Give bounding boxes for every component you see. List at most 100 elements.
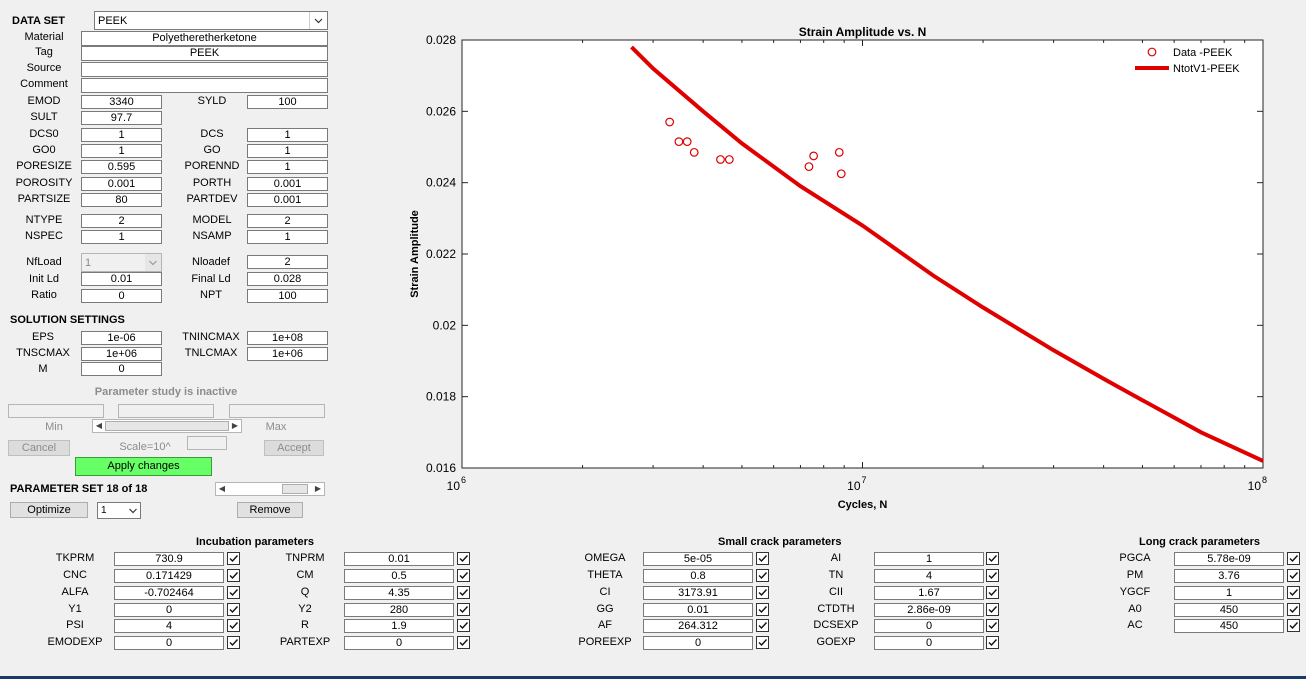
pgca-checkbox[interactable] bbox=[1287, 552, 1300, 565]
apply-changes-button[interactable]: Apply changes bbox=[75, 457, 212, 476]
gg-field[interactable]: 0.01 bbox=[643, 603, 753, 617]
poreexp-field[interactable]: 0 bbox=[643, 636, 753, 650]
go0-field[interactable]: 1 bbox=[81, 144, 162, 158]
ctdth-checkbox[interactable] bbox=[986, 603, 999, 616]
cnc-field[interactable]: 0.171429 bbox=[114, 569, 224, 583]
goexp-checkbox[interactable] bbox=[986, 636, 999, 649]
af-checkbox[interactable] bbox=[756, 619, 769, 632]
porosity-field[interactable]: 0.001 bbox=[81, 177, 162, 191]
emod-field[interactable]: 3340 bbox=[81, 95, 162, 109]
nloadef-field[interactable]: 2 bbox=[247, 255, 328, 269]
theta-checkbox[interactable] bbox=[756, 569, 769, 582]
tag-field[interactable]: PEEK bbox=[81, 46, 328, 61]
chevron-left-icon[interactable]: ◀ bbox=[218, 484, 226, 493]
nspec-field[interactable]: 1 bbox=[81, 230, 162, 244]
tn-field[interactable]: 4 bbox=[874, 569, 984, 583]
tkprm-field[interactable]: 730.9 bbox=[114, 552, 224, 566]
ntype-field[interactable]: 2 bbox=[81, 214, 162, 228]
data-point bbox=[836, 169, 846, 179]
sult-field[interactable]: 97.7 bbox=[81, 111, 162, 125]
emodexp-checkbox[interactable] bbox=[227, 636, 240, 649]
y2-field[interactable]: 280 bbox=[344, 603, 454, 617]
partexp-checkbox[interactable] bbox=[457, 636, 470, 649]
ratio-field[interactable]: 0 bbox=[81, 289, 162, 303]
r-checkbox[interactable] bbox=[457, 619, 470, 632]
npt-field[interactable]: 100 bbox=[247, 289, 328, 303]
porennd-field[interactable]: 1 bbox=[247, 160, 328, 174]
partexp-field[interactable]: 0 bbox=[344, 636, 454, 650]
tkprm-checkbox[interactable] bbox=[227, 552, 240, 565]
y1-field[interactable]: 0 bbox=[114, 603, 224, 617]
y1-checkbox[interactable] bbox=[227, 603, 240, 616]
syld-field[interactable]: 100 bbox=[247, 95, 328, 109]
ctdth-field[interactable]: 2.86e-09 bbox=[874, 603, 984, 617]
dataset-select[interactable]: PEEK bbox=[94, 11, 328, 30]
r-field[interactable]: 1.9 bbox=[344, 619, 454, 633]
ai-field[interactable]: 1 bbox=[874, 552, 984, 566]
partdev-field[interactable]: 0.001 bbox=[247, 193, 328, 207]
tnprm-checkbox[interactable] bbox=[457, 552, 470, 565]
parameter-set-select[interactable]: 1 bbox=[97, 502, 141, 519]
finalld-field[interactable]: 0.028 bbox=[247, 272, 328, 286]
initld-field[interactable]: 0.01 bbox=[81, 272, 162, 286]
alfa-checkbox[interactable] bbox=[227, 586, 240, 599]
ygcf-field[interactable]: 1 bbox=[1174, 586, 1284, 600]
omega-checkbox[interactable] bbox=[756, 552, 769, 565]
a0-field[interactable]: 450 bbox=[1174, 603, 1284, 617]
tn-checkbox[interactable] bbox=[986, 569, 999, 582]
slider-thumb[interactable] bbox=[282, 484, 308, 494]
model-field[interactable]: 2 bbox=[247, 214, 328, 228]
cii-field[interactable]: 1.67 bbox=[874, 586, 984, 600]
partsize-field[interactable]: 80 bbox=[81, 193, 162, 207]
ci-field[interactable]: 3173.91 bbox=[643, 586, 753, 600]
cm-field[interactable]: 0.5 bbox=[344, 569, 454, 583]
goexp-field[interactable]: 0 bbox=[874, 636, 984, 650]
dcsexp-checkbox[interactable] bbox=[986, 619, 999, 632]
comment-field[interactable] bbox=[81, 78, 328, 93]
pm-checkbox[interactable] bbox=[1287, 569, 1300, 582]
alfa-field[interactable]: -0.702464 bbox=[114, 586, 224, 600]
tnprm-field[interactable]: 0.01 bbox=[344, 552, 454, 566]
m-field[interactable]: 0 bbox=[81, 362, 162, 376]
ac-checkbox[interactable] bbox=[1287, 619, 1300, 632]
poresize-field[interactable]: 0.595 bbox=[81, 160, 162, 174]
q-field[interactable]: 4.35 bbox=[344, 586, 454, 600]
eps-field[interactable]: 1e-06 bbox=[81, 331, 162, 345]
dcs0-field[interactable]: 1 bbox=[81, 128, 162, 142]
poreexp-checkbox[interactable] bbox=[756, 636, 769, 649]
tnincmax-field[interactable]: 1e+08 bbox=[247, 331, 328, 345]
parameter-set-slider[interactable]: ◀ ▶ bbox=[215, 482, 325, 496]
pgca-field[interactable]: 5.78e-09 bbox=[1174, 552, 1284, 566]
cm-checkbox[interactable] bbox=[457, 569, 470, 582]
material-field[interactable]: Polyetheretherketone bbox=[81, 31, 328, 46]
q-checkbox[interactable] bbox=[457, 586, 470, 599]
tnlcmax-field[interactable]: 1e+06 bbox=[247, 347, 328, 361]
remove-button[interactable]: Remove bbox=[237, 502, 303, 518]
cnc-checkbox[interactable] bbox=[227, 569, 240, 582]
ac-field[interactable]: 450 bbox=[1174, 619, 1284, 633]
emodexp-field[interactable]: 0 bbox=[114, 636, 224, 650]
dcsexp-field[interactable]: 0 bbox=[874, 619, 984, 633]
go-field[interactable]: 1 bbox=[247, 144, 328, 158]
nsamp-field[interactable]: 1 bbox=[247, 230, 328, 244]
y2-checkbox[interactable] bbox=[457, 603, 470, 616]
af-field[interactable]: 264.312 bbox=[643, 619, 753, 633]
source-field[interactable] bbox=[81, 62, 328, 77]
a0-checkbox[interactable] bbox=[1287, 603, 1300, 616]
theta-field[interactable]: 0.8 bbox=[643, 569, 753, 583]
tnscmax-field[interactable]: 1e+06 bbox=[81, 347, 162, 361]
ci-checkbox[interactable] bbox=[756, 586, 769, 599]
pm-field[interactable]: 3.76 bbox=[1174, 569, 1284, 583]
dcs-field[interactable]: 1 bbox=[247, 128, 328, 142]
psi-field[interactable]: 4 bbox=[114, 619, 224, 633]
optimize-button[interactable]: Optimize bbox=[10, 502, 88, 518]
porth-field[interactable]: 0.001 bbox=[247, 177, 328, 191]
omega-field[interactable]: 5e-05 bbox=[643, 552, 753, 566]
gg-checkbox[interactable] bbox=[756, 603, 769, 616]
chevron-right-icon[interactable]: ▶ bbox=[314, 484, 322, 493]
psi-checkbox[interactable] bbox=[227, 619, 240, 632]
cii-checkbox[interactable] bbox=[986, 586, 999, 599]
ai-checkbox[interactable] bbox=[986, 552, 999, 565]
ygcf-checkbox[interactable] bbox=[1287, 586, 1300, 599]
